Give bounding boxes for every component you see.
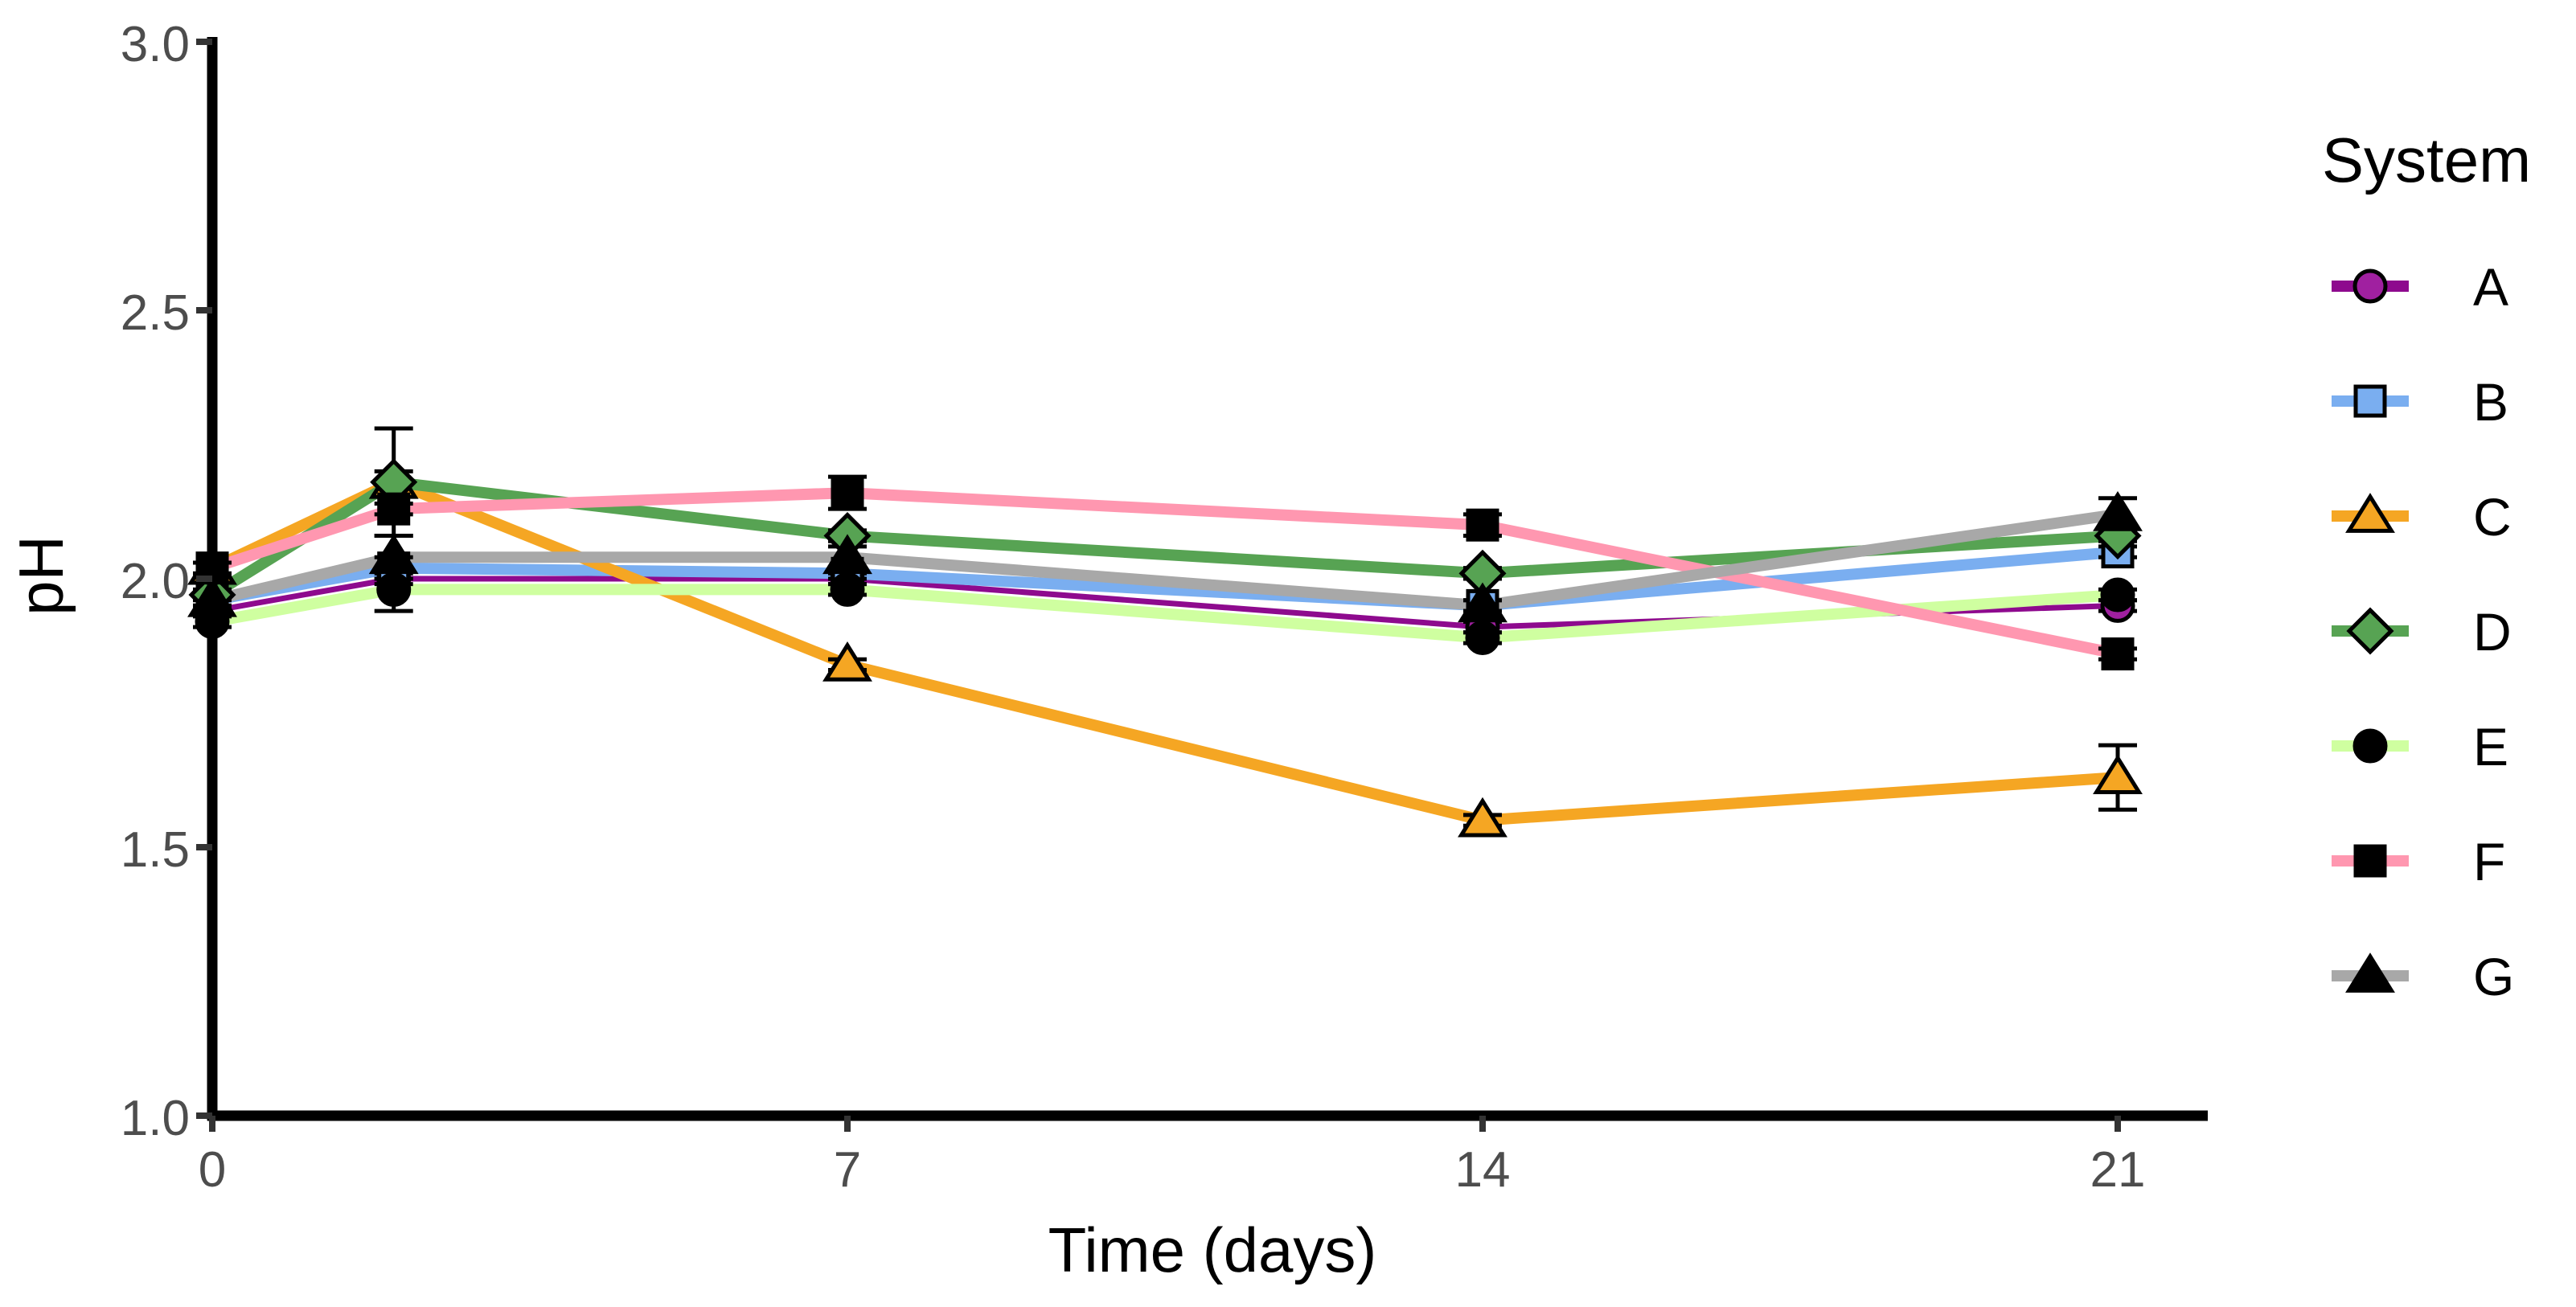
data-point-E-4 <box>2100 577 2135 613</box>
y-tick-label: 3.0 <box>121 17 190 72</box>
y-tick-label: 1.5 <box>121 822 190 878</box>
legend-item-C: C <box>2332 487 2512 547</box>
legend-label: G <box>2473 947 2514 1006</box>
y-tick-label: 1.0 <box>121 1091 190 1146</box>
data-point-G-4 <box>2093 490 2143 531</box>
legend-item-F: F <box>2332 832 2505 891</box>
legend-item-E: E <box>2332 717 2508 776</box>
data-point-F-1 <box>377 492 411 526</box>
legend-label: D <box>2473 602 2512 662</box>
data-point-G-1 <box>368 534 419 575</box>
y-tick-label: 2.5 <box>121 285 190 341</box>
data-point-E-2 <box>830 572 865 607</box>
legend-swatch-marker <box>2346 607 2394 655</box>
plot-area <box>187 426 2143 838</box>
legend-swatch-marker <box>2345 953 2395 993</box>
y-axis-title: pH <box>6 535 76 616</box>
data-point-E-1 <box>376 572 412 607</box>
legend-label: F <box>2473 832 2505 891</box>
data-point-G-2 <box>822 534 872 575</box>
legend-item-A: A <box>2332 257 2508 317</box>
legend-item-D: D <box>2332 602 2512 662</box>
x-axis-title: Time (days) <box>1048 1215 1377 1285</box>
legend-swatch-marker <box>2352 728 2388 764</box>
data-point-E-3 <box>1465 620 1500 655</box>
legend-title: System <box>2322 125 2531 195</box>
legend-swatch-marker <box>2352 268 2388 304</box>
legend-item-B: B <box>2332 372 2508 432</box>
data-point-F-3 <box>1466 508 1499 542</box>
series-line-C <box>210 476 2119 826</box>
legend-item-G: G <box>2332 947 2514 1006</box>
y-tick-label: 2.0 <box>121 554 190 609</box>
x-tick-label: 14 <box>1455 1142 1511 1198</box>
data-point-C-4 <box>2093 754 2143 795</box>
data-point-C-2 <box>822 641 872 682</box>
x-tick-label: 21 <box>2090 1142 2146 1198</box>
x-tick-label: 0 <box>199 1142 226 1198</box>
legend-label: E <box>2473 717 2508 776</box>
legend-label: C <box>2473 487 2512 547</box>
data-point-F-4 <box>2101 637 2135 671</box>
data-point-C-3 <box>1458 797 1507 838</box>
data-point-F-2 <box>831 476 864 510</box>
legend-swatch-marker <box>2353 384 2387 418</box>
legend-swatch-marker <box>2353 844 2387 878</box>
axes: 1.0 1.5 2.0 2.5 3.0 0 7 14 21 <box>121 17 2208 1198</box>
x-tick-label: 7 <box>834 1142 861 1198</box>
legend-label: A <box>2473 257 2508 317</box>
legend-label: B <box>2473 372 2508 432</box>
legend-swatch-marker <box>2345 493 2395 533</box>
data-point-G-3 <box>1458 582 1507 623</box>
